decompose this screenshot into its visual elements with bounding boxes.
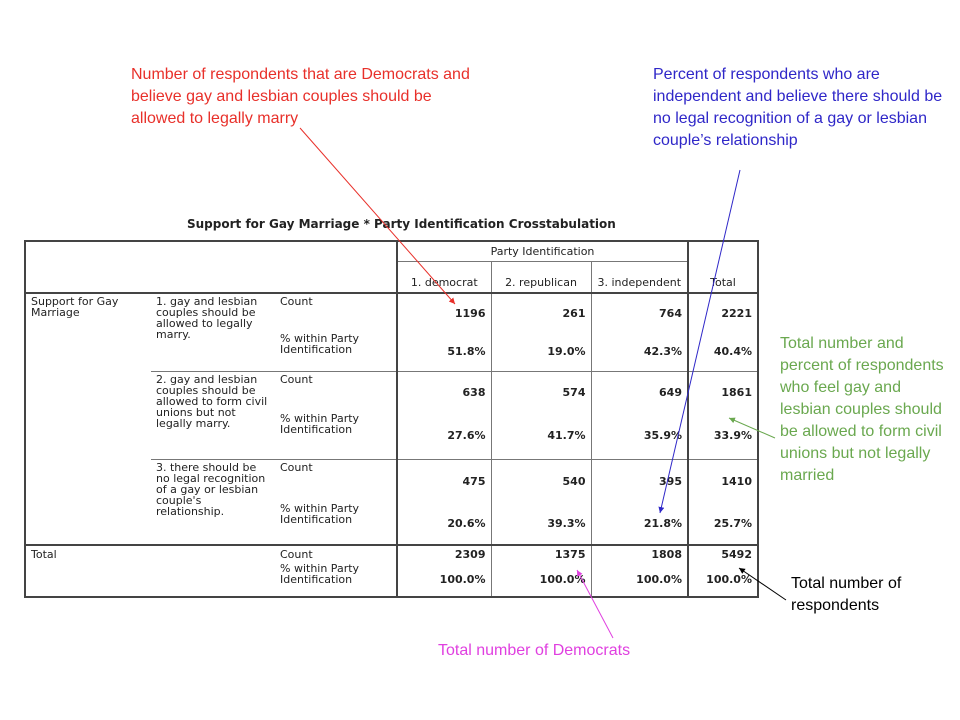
cell-count-democrat-total: 2309 bbox=[396, 545, 491, 563]
count-label: Count bbox=[280, 460, 313, 474]
party-identification-header: Party Identification bbox=[396, 241, 688, 262]
column-header-republican: 2. republican bbox=[490, 261, 591, 294]
count-label: Count bbox=[280, 548, 313, 561]
header-corner bbox=[25, 241, 397, 294]
cell-count-republican-total: 1375 bbox=[490, 545, 591, 563]
cell-count-total-civil: 1861 bbox=[687, 371, 758, 413]
cell-pct-independent-total: 100.0% bbox=[590, 563, 688, 597]
crosstab-table: Party Identification Total 1. democrat 2… bbox=[24, 240, 759, 598]
cell-count-grand-total: 5492 bbox=[687, 545, 758, 563]
annotation-total-respondents: Total number of respondents bbox=[791, 575, 902, 614]
cell-count-independent-civil: 649 bbox=[590, 371, 688, 413]
crosstab-title: Support for Gay Marriage * Party Identif… bbox=[187, 217, 616, 231]
cell-count-republican-none: 540 bbox=[490, 459, 591, 503]
cell-pct-total-civil: 33.9% bbox=[687, 413, 758, 460]
cell-pct-total-none: 25.7% bbox=[687, 503, 758, 546]
count-label: Count bbox=[280, 295, 313, 308]
cell-pct-democrat-none: 20.6% bbox=[396, 503, 491, 546]
arrow-blue bbox=[658, 169, 741, 514]
cell-pct-republican-civil: 41.7% bbox=[490, 413, 591, 460]
column-header-total: Total bbox=[687, 241, 758, 294]
cell-pct-grand-total: 100.0% bbox=[687, 563, 758, 597]
cell-count-independent-none: 395 bbox=[590, 459, 688, 503]
annotation-democrats-married: Number of respondents that are Democrats… bbox=[131, 66, 470, 127]
category-3-label: 3. there should be no legal recognition … bbox=[151, 459, 275, 546]
cell-pct-total-married: 40.4% bbox=[687, 333, 758, 372]
cell-count-total-married: 2221 bbox=[687, 293, 758, 333]
cell-pct-republican-married: 19.0% bbox=[490, 333, 591, 372]
cell-count-democrat-none: 475 bbox=[396, 459, 491, 503]
total-row-label: Total bbox=[31, 548, 57, 561]
cell-pct-democrat-civil: 27.6% bbox=[396, 413, 491, 460]
cell-count-total-none: 1410 bbox=[687, 459, 758, 503]
category-1-label: 1. gay and lesbian couples should be all… bbox=[151, 293, 275, 372]
pct-label: % within Party Identification bbox=[275, 413, 397, 460]
arrow-magenta bbox=[576, 569, 614, 639]
pct-label: % within Party Identification bbox=[275, 333, 397, 372]
cell-pct-independent-married: 42.3% bbox=[590, 333, 688, 372]
column-header-democrat: 1. democrat bbox=[396, 261, 491, 294]
cell-count-republican-civil: 574 bbox=[490, 371, 591, 413]
column-header-independent: 3. independent bbox=[590, 261, 688, 294]
cell-pct-independent-none: 21.8% bbox=[590, 503, 688, 546]
cell-count-democrat-civil: 638 bbox=[396, 371, 491, 413]
cell-count-independent-total: 1808 bbox=[590, 545, 688, 563]
cell-pct-republican-none: 39.3% bbox=[490, 503, 591, 546]
cell-count-independent-married: 764 bbox=[590, 293, 688, 333]
arrow-black bbox=[738, 567, 787, 601]
annotation-independent-no-recognition: Percent of respondents who are independe… bbox=[653, 66, 943, 149]
arrow-green bbox=[728, 417, 776, 439]
arrow-red bbox=[299, 127, 456, 305]
cell-count-democrat-married: 1196 bbox=[396, 293, 491, 333]
pct-label: % within Party Identification bbox=[280, 563, 360, 586]
category-2-label: 2. gay and lesbian couples should be all… bbox=[151, 371, 275, 460]
cell-pct-democrat-total: 100.0% bbox=[396, 563, 491, 597]
cell-pct-democrat-married: 51.8% bbox=[396, 333, 491, 372]
cell-count-republican-married: 261 bbox=[490, 293, 591, 333]
count-label: Count bbox=[280, 372, 313, 386]
row-variable-label: Support for Gay Marriage bbox=[25, 293, 151, 546]
annotation-total-democrats: Total number of Democrats bbox=[438, 642, 631, 659]
cell-pct-independent-civil: 35.9% bbox=[590, 413, 688, 460]
cell-pct-republican-total: 100.0% bbox=[490, 563, 591, 597]
annotation-civil-unions-total: Total number and percent of respondents … bbox=[780, 335, 944, 484]
pct-label: % within Party Identification bbox=[275, 503, 397, 546]
